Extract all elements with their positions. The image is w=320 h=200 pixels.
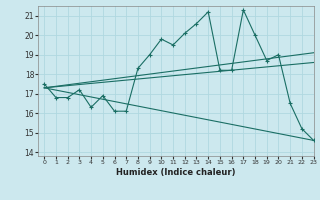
X-axis label: Humidex (Indice chaleur): Humidex (Indice chaleur) [116,168,236,177]
